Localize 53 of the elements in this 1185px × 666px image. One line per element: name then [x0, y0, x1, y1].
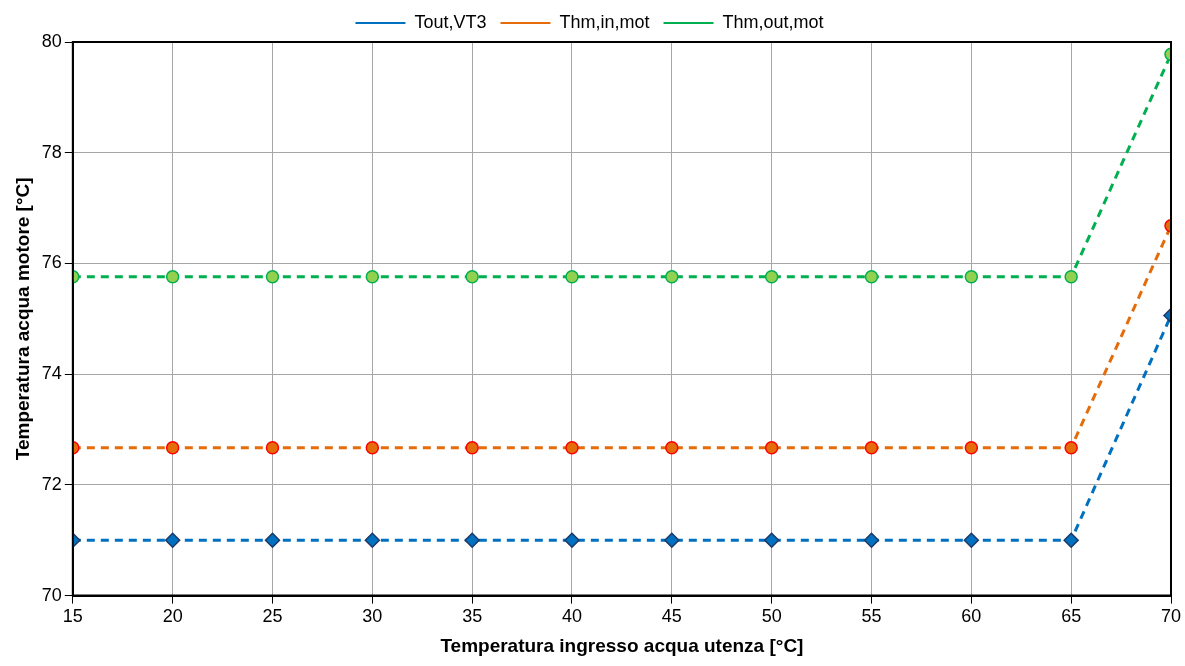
point [364, 532, 381, 548]
point [365, 441, 380, 455]
y-axis-title: Temperatura acqua motore [°C] [11, 177, 33, 461]
point [365, 269, 380, 284]
point [764, 441, 779, 455]
point [465, 441, 479, 455]
point [165, 269, 180, 284]
legend-label: Tout,VT3 [414, 11, 487, 32]
y-tick-label: 80 [41, 30, 62, 51]
point [863, 532, 880, 548]
point [1064, 269, 1078, 284]
y-tick-label: 78 [41, 141, 62, 162]
point [1064, 441, 1078, 455]
point [664, 532, 680, 548]
point [565, 269, 579, 284]
point [665, 441, 679, 455]
x-tick-label: 25 [262, 606, 283, 627]
point [963, 532, 980, 548]
point [964, 269, 979, 284]
point [164, 532, 181, 548]
point [565, 441, 579, 455]
point [864, 441, 879, 455]
x-tick-label: 65 [1061, 606, 1082, 627]
point [265, 441, 280, 455]
point [264, 532, 281, 548]
point [464, 532, 480, 548]
x-tick-label: 70 [1160, 606, 1182, 627]
legend-label: Thm,in,mot [559, 11, 650, 32]
x-tick-label: 20 [162, 606, 183, 627]
legend-label: Thm,out,mot [722, 11, 824, 32]
y-tick-label: 74 [41, 363, 62, 384]
y-tick-label: 70 [41, 584, 62, 605]
x-tick-label: 60 [961, 606, 982, 627]
point [564, 532, 580, 548]
point [1063, 532, 1079, 548]
x-tick-label: 15 [62, 606, 83, 627]
y-tick-label: 76 [41, 252, 62, 273]
point [665, 269, 679, 284]
point [763, 532, 780, 548]
x-tick-label: 30 [362, 606, 383, 627]
y-tick-label: 72 [41, 473, 62, 494]
x-axis-title: Temperatura ingresso acqua utenza [°C] [440, 634, 804, 656]
point [964, 441, 979, 455]
x-tick-label: 55 [861, 606, 882, 627]
x-tick-label: 35 [462, 606, 483, 627]
x-tick-label: 45 [661, 606, 682, 627]
point [165, 441, 180, 455]
point [864, 269, 879, 284]
x-tick-label: 40 [561, 606, 583, 627]
point [265, 269, 280, 284]
point [465, 269, 479, 284]
point [764, 269, 779, 284]
x-tick-label: 50 [761, 606, 782, 627]
